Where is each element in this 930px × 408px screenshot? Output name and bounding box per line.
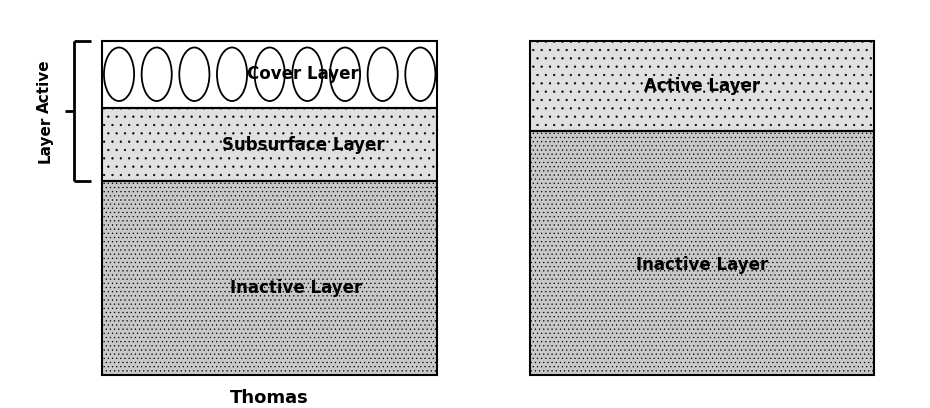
Bar: [530, 41, 874, 131]
Text: Subsurface Layer: Subsurface Layer: [222, 135, 384, 153]
Ellipse shape: [330, 47, 360, 101]
Ellipse shape: [292, 47, 323, 101]
Bar: [102, 41, 437, 108]
Text: Thomas: Thomas: [231, 389, 309, 407]
Text: Cover Layer: Cover Layer: [247, 65, 359, 83]
Text: Active Layer: Active Layer: [644, 77, 760, 95]
Bar: [102, 181, 437, 375]
Text: Inactive Layer: Inactive Layer: [231, 279, 363, 297]
Text: Layer: Layer: [37, 116, 52, 163]
Ellipse shape: [255, 47, 285, 101]
Ellipse shape: [104, 47, 134, 101]
Ellipse shape: [179, 47, 209, 101]
Bar: [102, 108, 437, 181]
Ellipse shape: [367, 47, 398, 101]
Bar: [102, 108, 437, 181]
Bar: [530, 41, 874, 131]
Ellipse shape: [405, 47, 435, 101]
Bar: [102, 181, 437, 375]
Text: Inactive Layer: Inactive Layer: [636, 257, 768, 275]
Ellipse shape: [217, 47, 247, 101]
Bar: [530, 131, 874, 375]
Bar: [530, 131, 874, 375]
Text: Active: Active: [37, 60, 52, 113]
Ellipse shape: [141, 47, 172, 101]
